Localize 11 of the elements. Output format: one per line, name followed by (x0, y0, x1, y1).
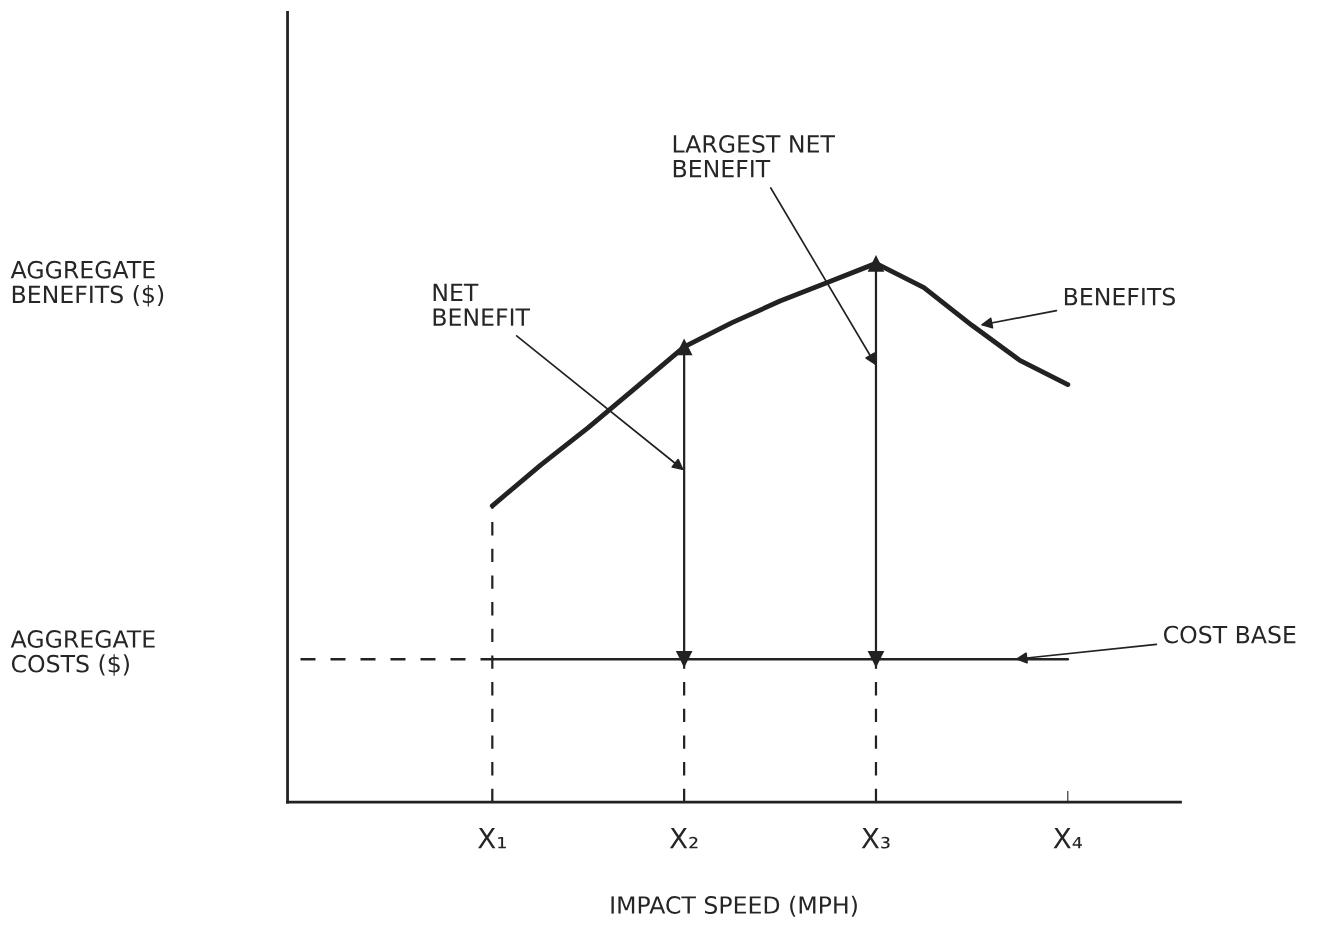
text: AGGREGATE COSTS ($) (10, 630, 155, 676)
text: AGGREGATE BENEFITS ($) (10, 260, 164, 307)
x-tick-label: X₄ (1053, 827, 1083, 849)
x-tick-label: X₁ (478, 827, 506, 849)
text: LARGEST NET BENEFIT (673, 135, 835, 178)
annotation: BENEFITS (1064, 287, 1175, 306)
x-axis-title: IMPACT SPEED (MPH) (611, 895, 857, 917)
x-tick-label: X₂ (669, 827, 698, 849)
text: COST BASE (1163, 625, 1296, 644)
x-tick-label: X₃ (861, 827, 890, 849)
annotation: NET BENEFIT (433, 283, 531, 326)
